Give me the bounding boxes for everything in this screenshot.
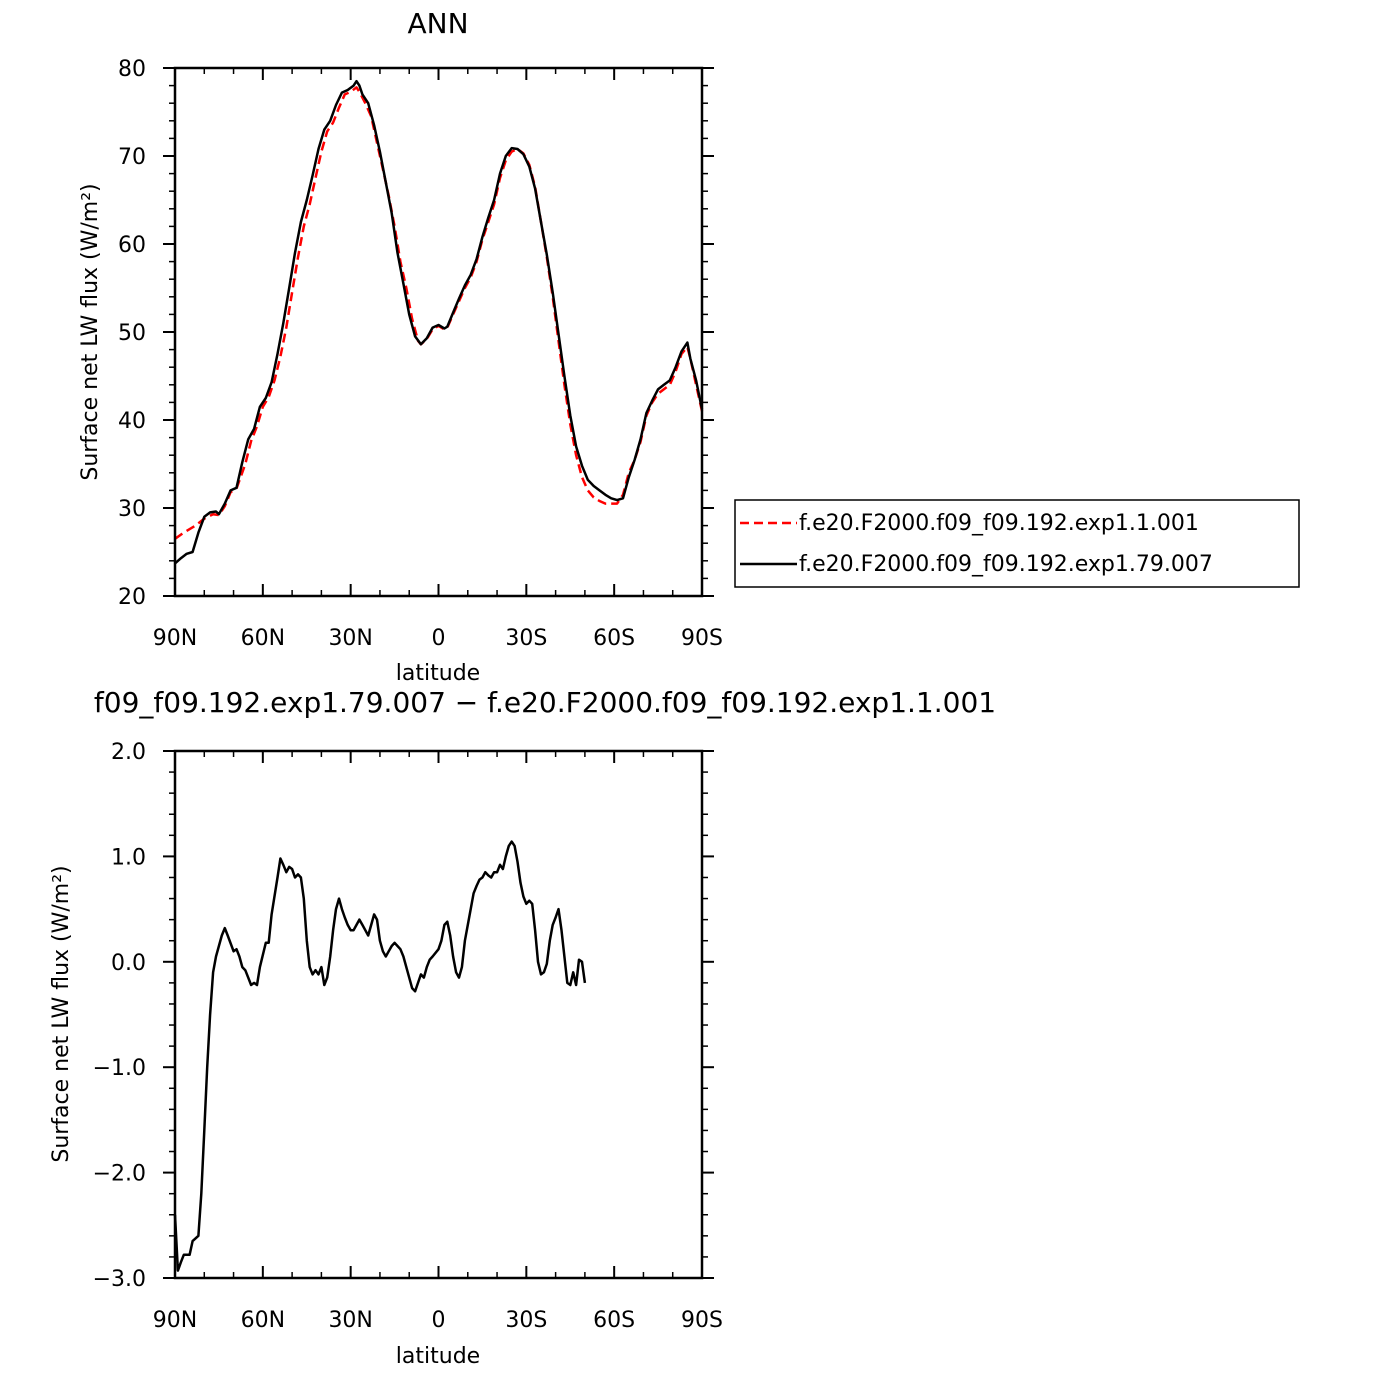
top-chart: ANN 20 30 40 50 60 70 80 90N 60N 30N 0 30S 60S 90S l… bbox=[78, 7, 1300, 686]
bottom-y-tick-label: −3.0 bbox=[93, 1267, 146, 1292]
top-x-tick-label: 60S bbox=[593, 626, 635, 651]
bottom-y-axis-label: Surface net LW flux (W/m²) bbox=[49, 865, 74, 1162]
top-x-tick-label: 0 bbox=[432, 626, 446, 651]
bottom-chart: f09_f09.192.exp1.79.007 − f.e20.F2000.f0… bbox=[49, 686, 996, 1369]
top-x-tick-label: 60N bbox=[241, 626, 285, 651]
top-y-tick-label: 20 bbox=[118, 585, 146, 610]
top-y-tick-label: 70 bbox=[118, 145, 146, 170]
top-x-tick-label: 30N bbox=[328, 626, 372, 651]
top-y-tick-label: 40 bbox=[118, 409, 146, 434]
bottom-y-tick-label: −1.0 bbox=[93, 1056, 146, 1081]
bottom-y-tick-label: 0.0 bbox=[111, 951, 146, 976]
legend-box bbox=[734, 499, 1300, 588]
top-plot-frame bbox=[173, 66, 704, 598]
bottom-x-tick-label: 90N bbox=[153, 1308, 197, 1333]
bottom-series-group bbox=[173, 840, 587, 1272]
bottom-x-tick-label: 60S bbox=[593, 1308, 635, 1333]
bottom-x-tick-labels: 90N 60N 30N 0 30S 60S 90S bbox=[153, 1308, 723, 1333]
bottom-y-tick-label: 2.0 bbox=[111, 740, 146, 765]
top-x-tick-label: 30S bbox=[505, 626, 547, 651]
bottom-x-axis-label: latitude bbox=[396, 1344, 480, 1369]
top-axis-ticks bbox=[163, 67, 714, 597]
top-x-tick-label: 90S bbox=[681, 626, 723, 651]
top-y-axis-label: Surface net LW flux (W/m²) bbox=[78, 183, 103, 480]
legend: f.e20.F2000.f09_f09.192.exp1.1.001 f.e20… bbox=[734, 499, 1300, 588]
top-series-group bbox=[174, 79, 704, 565]
legend-label-series-1: f.e20.F2000.f09_f09.192.exp1.1.001 bbox=[799, 511, 1199, 536]
bottom-y-tick-labels: 2.0 1.0 0.0 −1.0 −2.0 −3.0 bbox=[93, 740, 146, 1292]
top-y-tick-label: 60 bbox=[118, 233, 146, 258]
bottom-axis-ticks bbox=[163, 750, 714, 1279]
legend-label-series-2: f.e20.F2000.f09_f09.192.exp1.79.007 bbox=[799, 552, 1213, 577]
top-y-tick-labels: 20 30 40 50 60 70 80 bbox=[118, 57, 146, 610]
bottom-x-tick-label: 60N bbox=[241, 1308, 285, 1333]
bottom-series-line-1 bbox=[173, 840, 587, 1272]
bottom-plot-frame bbox=[173, 749, 704, 1280]
top-series-line-2 bbox=[174, 79, 704, 565]
bottom-y-tick-label: 1.0 bbox=[111, 845, 146, 870]
bottom-x-tick-label: 30S bbox=[505, 1308, 547, 1333]
top-y-tick-label: 50 bbox=[118, 321, 146, 346]
top-x-tick-labels: 90N 60N 30N 0 30S 60S 90S bbox=[153, 626, 723, 651]
top-series-line-1 bbox=[174, 86, 704, 540]
bottom-chart-title: f09_f09.192.exp1.79.007 − f.e20.F2000.f0… bbox=[94, 686, 996, 719]
top-x-axis-label: latitude bbox=[396, 661, 480, 686]
top-y-tick-label: 30 bbox=[118, 497, 146, 522]
top-y-tick-label: 80 bbox=[118, 57, 146, 82]
bottom-x-tick-label: 0 bbox=[432, 1308, 446, 1333]
top-x-tick-label: 90N bbox=[153, 626, 197, 651]
bottom-x-tick-label: 30N bbox=[328, 1308, 372, 1333]
bottom-x-tick-label: 90S bbox=[681, 1308, 723, 1333]
bottom-y-tick-label: −2.0 bbox=[93, 1162, 146, 1187]
top-chart-title: ANN bbox=[407, 7, 468, 40]
